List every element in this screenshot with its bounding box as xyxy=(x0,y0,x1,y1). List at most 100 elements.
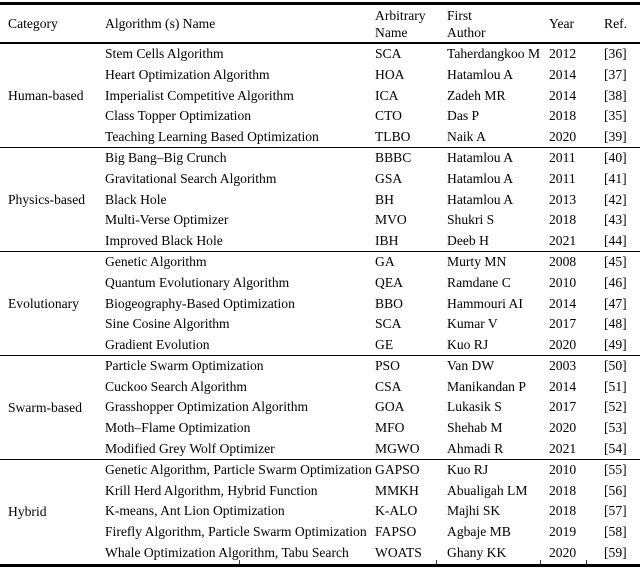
algorithm-name-cell: Moth–Flame Optimization xyxy=(105,420,251,436)
algorithm-name-cell: K-means, Ant Lion Optimization xyxy=(105,503,285,519)
cell-border-tick xyxy=(436,559,438,564)
arbitrary-name-cell: BBBC xyxy=(375,150,412,166)
table-row: Multi-Verse Optimizer MVO Shukri S 2018 [43] xyxy=(97,210,640,231)
arbitrary-name-cell: GOA xyxy=(375,399,405,415)
year-cell: 2018 xyxy=(549,108,577,124)
year-cell: 2018 xyxy=(549,482,577,498)
year-cell: 2018 xyxy=(549,212,577,228)
algorithm-name-cell: Gradient Evolution xyxy=(105,336,210,352)
year-cell: 2017 xyxy=(549,316,577,332)
section-rows: Particle Swarm Optimization PSO Van DW 2003… xyxy=(97,356,640,459)
year-cell: 2018 xyxy=(549,503,577,519)
category-section: Evolutionary Genetic Algorithm GA Murty MN 2… xyxy=(0,252,640,357)
year-cell: 2019 xyxy=(549,524,577,540)
category-section: Hybrid Genetic Algorithm, Particle Swarm … xyxy=(0,460,640,563)
first-author-cell: Hatamlou A xyxy=(447,191,514,207)
year-cell: 2020 xyxy=(549,336,577,352)
algorithm-name-cell: Particle Swarm Optimization xyxy=(105,358,264,374)
algorithm-name-cell: Grasshopper Optimization Algorithm xyxy=(105,399,309,415)
first-author-cell: Kuo RJ xyxy=(447,462,489,478)
ref-cell: [48] xyxy=(604,316,627,332)
table-row: Gradient Evolution GE Kuo RJ 2020 [49] xyxy=(97,335,640,356)
year-cell: 2003 xyxy=(549,358,577,374)
algorithm-name-cell: Multi-Verse Optimizer xyxy=(105,212,229,228)
table-row: Big Bang–Big Crunch BBBC Hatamlou A 2011 [40… xyxy=(97,148,640,169)
table-row: Modified Grey Wolf Optimizer MGWO Ahmadi R… xyxy=(97,439,640,460)
ref-cell: [57] xyxy=(604,503,627,519)
arbitrary-name-cell: GSA xyxy=(375,170,403,186)
year-cell: 2013 xyxy=(549,191,577,207)
table-body: Human-based Stem Cells Algorithm SCA Taherd… xyxy=(0,44,640,563)
algorithm-name-cell: Teaching Learning Based Optimization xyxy=(105,128,319,144)
year-cell: 2012 xyxy=(549,46,577,62)
section-rows: Genetic Algorithm GA Murty MN 2008 [45] Quant… xyxy=(97,252,640,355)
year-cell: 2011 xyxy=(549,150,576,166)
algorithm-name-cell: Cuckoo Search Algorithm xyxy=(105,378,247,394)
first-author-cell: Naik A xyxy=(447,128,486,144)
category-label: Swarm-based xyxy=(8,399,82,415)
year-cell: 2014 xyxy=(549,295,577,311)
table-row: Black Hole BH Hatamlou A 2013 [42] xyxy=(97,190,640,211)
ref-cell: [53] xyxy=(604,420,627,436)
table-row: Sine Cosine Algorithm SCA Kumar V 2017 [48] xyxy=(97,314,640,335)
ref-cell: [45] xyxy=(604,254,627,270)
ref-cell: [37] xyxy=(604,66,627,82)
category-label: Physics-based xyxy=(8,191,86,207)
ref-cell: [47] xyxy=(604,295,627,311)
section-rows: Stem Cells Algorithm SCA Taherdangkoo M 201… xyxy=(97,44,640,147)
category-section: Swarm-based Particle Swarm Optimization PS… xyxy=(0,356,640,461)
ref-cell: [49] xyxy=(604,336,627,352)
arbitrary-name-cell: MGWO xyxy=(375,440,420,456)
table-row: Improved Black Hole IBH Deeb H 2021 [44] xyxy=(97,231,640,252)
table-row: Genetic Algorithm, Particle Swarm Optimi… xyxy=(97,460,640,481)
table-row: Whale Optimization Algorithm, Tabu Searc… xyxy=(97,543,640,564)
first-author-cell: Ramdane C xyxy=(447,274,511,290)
category-label: Evolutionary xyxy=(8,295,79,311)
ref-cell: [40] xyxy=(604,150,627,166)
year-cell: 2020 xyxy=(549,128,577,144)
first-author-cell: Shehab M xyxy=(447,420,503,436)
category-label: Human-based xyxy=(8,87,84,103)
arbitrary-name-cell: WOATS xyxy=(375,544,422,560)
year-cell: 2008 xyxy=(549,254,577,270)
ref-cell: [38] xyxy=(604,87,627,103)
first-author-cell: Kuo RJ xyxy=(447,336,489,352)
arbitrary-name-cell: SCA xyxy=(375,46,402,62)
ref-cell: [50] xyxy=(604,358,627,374)
year-cell: 2014 xyxy=(549,378,577,394)
algorithm-name-cell: Imperialist Competitive Algorithm xyxy=(105,87,294,103)
year-cell: 2010 xyxy=(549,462,577,478)
algorithm-name-cell: Heart Optimization Algorithm xyxy=(105,66,270,82)
arbitrary-name-cell: HOA xyxy=(375,66,405,82)
year-cell: 2010 xyxy=(549,274,577,290)
algorithm-name-cell: Big Bang–Big Crunch xyxy=(105,150,227,166)
arbitrary-name-cell: QEA xyxy=(375,274,403,290)
column-header-algorithm-name: Algorithm (s) Name xyxy=(105,16,216,32)
first-author-cell: Abualigah LM xyxy=(447,482,528,498)
arbitrary-name-cell: BH xyxy=(375,191,394,207)
ref-cell: [36] xyxy=(604,46,627,62)
arbitrary-name-cell: K-ALO xyxy=(375,503,418,519)
arbitrary-name-cell: IBH xyxy=(375,232,399,248)
table-row: Firefly Algorithm, Particle Swarm Optimi… xyxy=(97,522,640,543)
algorithm-name-cell: Quantum Evolutionary Algorithm xyxy=(105,274,290,290)
first-author-cell: Majhi SK xyxy=(447,503,501,519)
first-author-cell: Murty MN xyxy=(447,254,507,270)
section-rows: Big Bang–Big Crunch BBBC Hatamlou A 2011 [40… xyxy=(97,148,640,251)
algorithm-name-cell: Black Hole xyxy=(105,191,167,207)
arbitrary-name-cell: TLBO xyxy=(375,128,411,144)
table-row: Cuckoo Search Algorithm CSA Manikandan P 20… xyxy=(97,377,640,398)
first-author-cell: Ghany KK xyxy=(447,544,507,560)
cell-border-tick xyxy=(540,559,542,564)
table-row: Krill Herd Algorithm, Hybrid Function MMK… xyxy=(97,481,640,502)
arbitrary-name-cell: GAPSO xyxy=(375,462,420,478)
category-label: Hybrid xyxy=(8,503,47,519)
table-row: Biogeography-Based Optimization BBO Hammou… xyxy=(97,294,640,315)
arbitrary-name-cell: FAPSO xyxy=(375,524,417,540)
arbitrary-name-cell: MMKH xyxy=(375,482,419,498)
year-cell: 2011 xyxy=(549,170,576,186)
first-author-cell: Agbaje MB xyxy=(447,524,511,540)
first-author-cell: Zadeh MR xyxy=(447,87,506,103)
algorithm-name-cell: Genetic Algorithm, Particle Swarm Optimi… xyxy=(105,462,372,478)
ref-cell: [51] xyxy=(604,378,627,394)
